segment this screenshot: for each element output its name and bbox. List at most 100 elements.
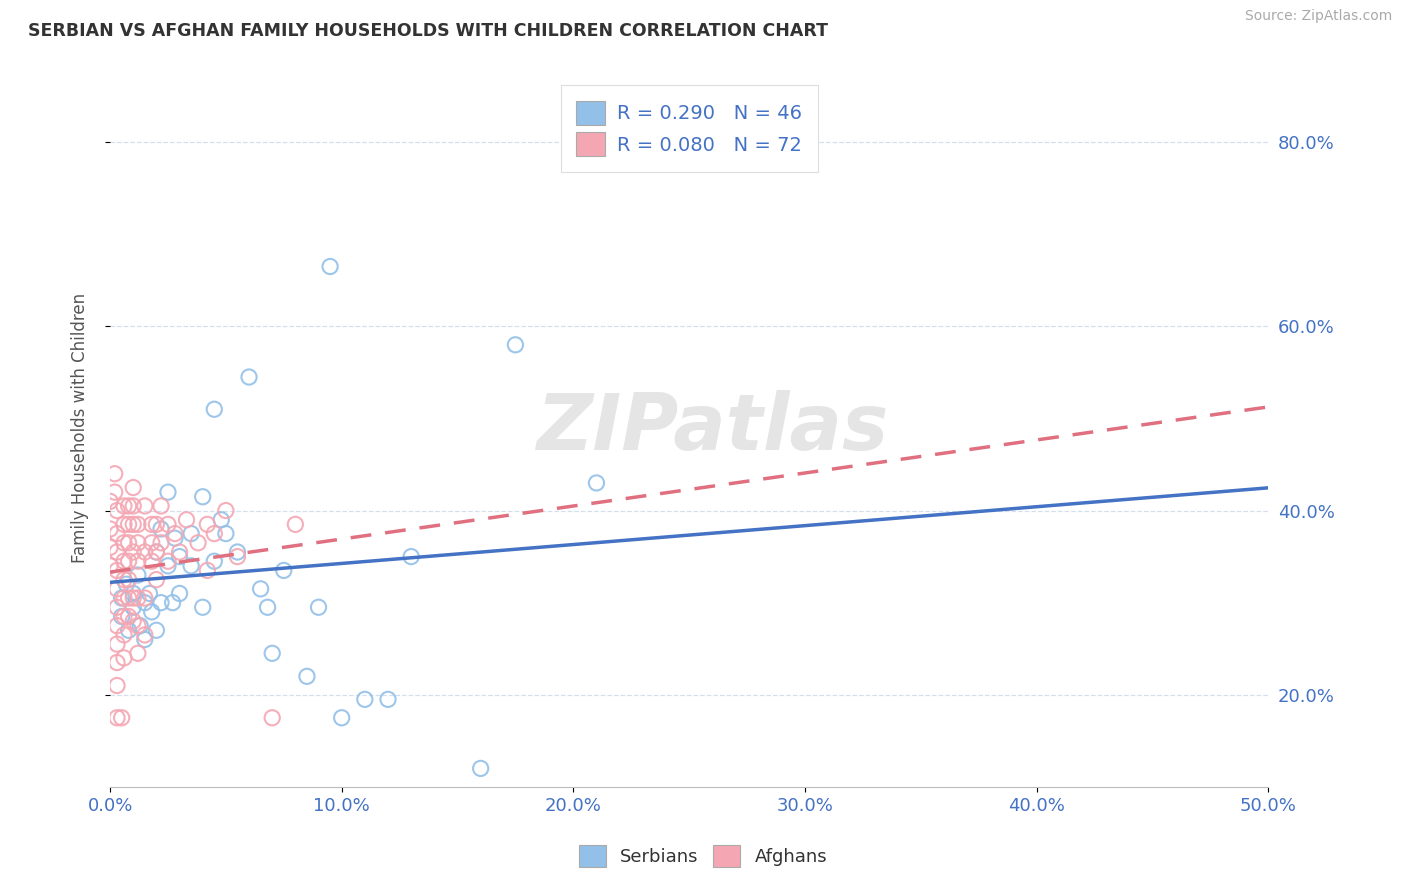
Point: [145, 545, 167, 559]
Point: [134, 632, 156, 647]
Point: [127, 536, 149, 550]
Point: [353, 692, 375, 706]
Point: [169, 586, 191, 600]
Point: [195, 517, 218, 532]
Point: [122, 499, 145, 513]
Point: [273, 563, 295, 577]
Point: [122, 591, 145, 605]
Point: [138, 586, 160, 600]
Point: [145, 545, 167, 559]
Point: [122, 545, 145, 559]
Point: [98, 558, 121, 573]
Point: [117, 609, 139, 624]
Point: [145, 624, 167, 638]
Point: [319, 260, 342, 274]
Point: [117, 624, 139, 638]
Point: [111, 591, 134, 605]
Point: [505, 338, 527, 352]
Point: [104, 467, 127, 481]
Point: [122, 600, 145, 615]
Point: [112, 628, 135, 642]
Text: Source: ZipAtlas.com: Source: ZipAtlas.com: [1244, 9, 1392, 23]
Point: [105, 656, 128, 670]
Point: [127, 568, 149, 582]
Point: [238, 370, 260, 384]
Point: [150, 522, 173, 536]
Point: [112, 609, 135, 624]
Point: [209, 513, 232, 527]
Point: [141, 605, 163, 619]
Y-axis label: Family Households with Children: Family Households with Children: [72, 293, 89, 563]
Text: SERBIAN VS AFGHAN FAMILY HOUSEHOLDS WITH CHILDREN CORRELATION CHART: SERBIAN VS AFGHAN FAMILY HOUSEHOLDS WITH…: [28, 22, 828, 40]
Point: [585, 475, 607, 490]
Point: [156, 554, 179, 568]
Point: [98, 522, 121, 536]
Point: [180, 526, 202, 541]
Legend: R = 0.290   N = 46, R = 0.080   N = 72: R = 0.290 N = 46, R = 0.080 N = 72: [561, 86, 818, 172]
Point: [308, 600, 330, 615]
Point: [105, 679, 128, 693]
Point: [330, 711, 353, 725]
Point: [226, 549, 249, 564]
Point: [122, 614, 145, 628]
Point: [150, 536, 173, 550]
Point: [470, 761, 492, 775]
Point: [141, 536, 163, 550]
Point: [127, 618, 149, 632]
Point: [117, 536, 139, 550]
Point: [156, 558, 179, 573]
Point: [163, 526, 186, 541]
Point: [112, 573, 135, 587]
Point: [134, 628, 156, 642]
Point: [180, 558, 202, 573]
Point: [112, 536, 135, 550]
Point: [163, 531, 186, 545]
Point: [105, 618, 128, 632]
Text: ZIPatlas: ZIPatlas: [536, 390, 889, 466]
Point: [215, 526, 238, 541]
Legend: Serbians, Afghans: Serbians, Afghans: [571, 838, 835, 874]
Point: [111, 609, 134, 624]
Point: [134, 545, 156, 559]
Point: [256, 600, 278, 615]
Point: [195, 563, 218, 577]
Point: [98, 494, 121, 508]
Point: [105, 582, 128, 596]
Point: [127, 591, 149, 605]
Point: [98, 541, 121, 555]
Point: [134, 499, 156, 513]
Point: [117, 499, 139, 513]
Point: [105, 526, 128, 541]
Point: [129, 618, 152, 632]
Point: [156, 485, 179, 500]
Point: [105, 600, 128, 615]
Point: [169, 549, 191, 564]
Point: [202, 554, 225, 568]
Point: [105, 637, 128, 651]
Point: [377, 692, 399, 706]
Point: [141, 554, 163, 568]
Point: [202, 526, 225, 541]
Point: [134, 596, 156, 610]
Point: [122, 481, 145, 495]
Point: [105, 503, 128, 517]
Point: [295, 669, 318, 683]
Point: [112, 651, 135, 665]
Point: [112, 517, 135, 532]
Point: [141, 517, 163, 532]
Point: [187, 536, 209, 550]
Point: [156, 517, 179, 532]
Point: [145, 573, 167, 587]
Point: [284, 517, 307, 532]
Point: [104, 485, 127, 500]
Point: [191, 600, 214, 615]
Point: [122, 586, 145, 600]
Point: [191, 490, 214, 504]
Point: [226, 545, 249, 559]
Point: [262, 711, 284, 725]
Point: [112, 554, 135, 568]
Point: [117, 591, 139, 605]
Point: [176, 513, 198, 527]
Point: [117, 573, 139, 587]
Point: [105, 711, 128, 725]
